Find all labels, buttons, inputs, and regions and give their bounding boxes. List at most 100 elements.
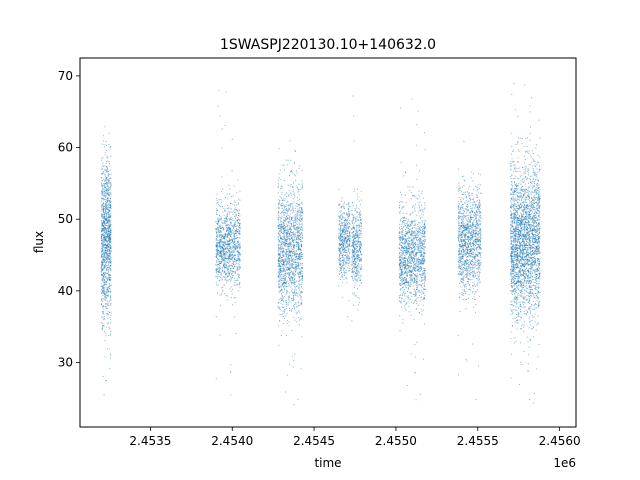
- data-point: [343, 267, 345, 269]
- data-point: [359, 232, 361, 234]
- data-point: [106, 199, 107, 201]
- data-point: [102, 156, 104, 158]
- data-point: [287, 194, 289, 196]
- data-point: [105, 195, 107, 197]
- data-point: [283, 262, 285, 264]
- data-point: [105, 263, 106, 265]
- data-point: [108, 221, 110, 223]
- data-point: [356, 232, 358, 234]
- data-point: [228, 257, 230, 259]
- data-point: [216, 264, 218, 266]
- data-point: [349, 238, 351, 239]
- data-point: [281, 294, 283, 296]
- data-point: [103, 135, 105, 137]
- data-point: [343, 262, 345, 264]
- data-point: [220, 234, 222, 236]
- data-point: [297, 399, 299, 401]
- data-point: [232, 255, 234, 257]
- data-point: [104, 179, 106, 180]
- data-point: [301, 246, 303, 248]
- data-point: [104, 185, 106, 187]
- data-point: [227, 273, 229, 275]
- data-point: [290, 246, 292, 248]
- data-point: [223, 250, 225, 252]
- data-point: [236, 219, 238, 221]
- data-point: [102, 206, 104, 208]
- data-point: [280, 237, 282, 239]
- data-point: [225, 274, 226, 275]
- data-point: [104, 218, 106, 220]
- data-point: [228, 258, 230, 260]
- data-point: [110, 216, 112, 218]
- data-point: [289, 264, 291, 266]
- data-point: [290, 276, 292, 278]
- data-point: [358, 220, 359, 221]
- data-point: [339, 212, 341, 213]
- data-point: [231, 273, 232, 275]
- data-point: [110, 185, 112, 187]
- data-point: [287, 320, 288, 322]
- data-point: [226, 239, 228, 241]
- data-point: [108, 213, 110, 215]
- data-point: [342, 230, 344, 232]
- data-point: [108, 144, 110, 145]
- data-point: [219, 241, 221, 243]
- data-point: [230, 280, 232, 282]
- data-point: [221, 225, 223, 227]
- data-point: [108, 305, 110, 306]
- data-point: [223, 267, 225, 269]
- data-point: [286, 241, 287, 242]
- data-point: [227, 225, 229, 227]
- data-point: [102, 325, 104, 327]
- data-point: [228, 262, 230, 264]
- data-point: [216, 198, 218, 200]
- data-point: [287, 256, 289, 258]
- data-point: [358, 263, 360, 265]
- data-point: [222, 251, 224, 252]
- data-point: [294, 194, 296, 196]
- data-point: [216, 228, 218, 230]
- data-point: [300, 249, 302, 251]
- data-point: [342, 213, 343, 215]
- data-point: [278, 202, 280, 204]
- data-point: [286, 264, 288, 266]
- data-point: [351, 210, 353, 211]
- data-point: [291, 240, 293, 241]
- data-point: [301, 232, 302, 234]
- data-point: [280, 229, 282, 231]
- data-point: [360, 264, 362, 266]
- data-point: [416, 246, 418, 247]
- data-point: [300, 248, 302, 250]
- data-point: [217, 278, 218, 280]
- data-point: [235, 227, 237, 229]
- data-point: [346, 259, 348, 261]
- data-point: [100, 299, 102, 301]
- data-point: [279, 291, 281, 293]
- data-point: [287, 196, 289, 198]
- data-point: [281, 199, 283, 201]
- data-point: [344, 231, 346, 233]
- data-point: [279, 256, 281, 258]
- data-point: [286, 215, 287, 217]
- data-point: [291, 204, 293, 206]
- data-point: [100, 283, 102, 285]
- data-point: [105, 204, 107, 206]
- data-point: [338, 259, 340, 261]
- data-point: [227, 268, 229, 270]
- data-point: [286, 232, 287, 234]
- data-point: [280, 185, 282, 187]
- data-point: [355, 230, 357, 232]
- data-point: [292, 273, 294, 275]
- data-point: [353, 294, 355, 296]
- data-point: [341, 249, 343, 251]
- data-point: [225, 252, 227, 254]
- data-point: [106, 248, 108, 250]
- data-point: [104, 356, 106, 358]
- data-point: [289, 269, 291, 270]
- data-point: [238, 257, 240, 259]
- data-point: [101, 250, 102, 252]
- data-point: [343, 250, 345, 252]
- data-point: [287, 217, 288, 219]
- data-point: [292, 292, 294, 294]
- data-point: [284, 231, 286, 233]
